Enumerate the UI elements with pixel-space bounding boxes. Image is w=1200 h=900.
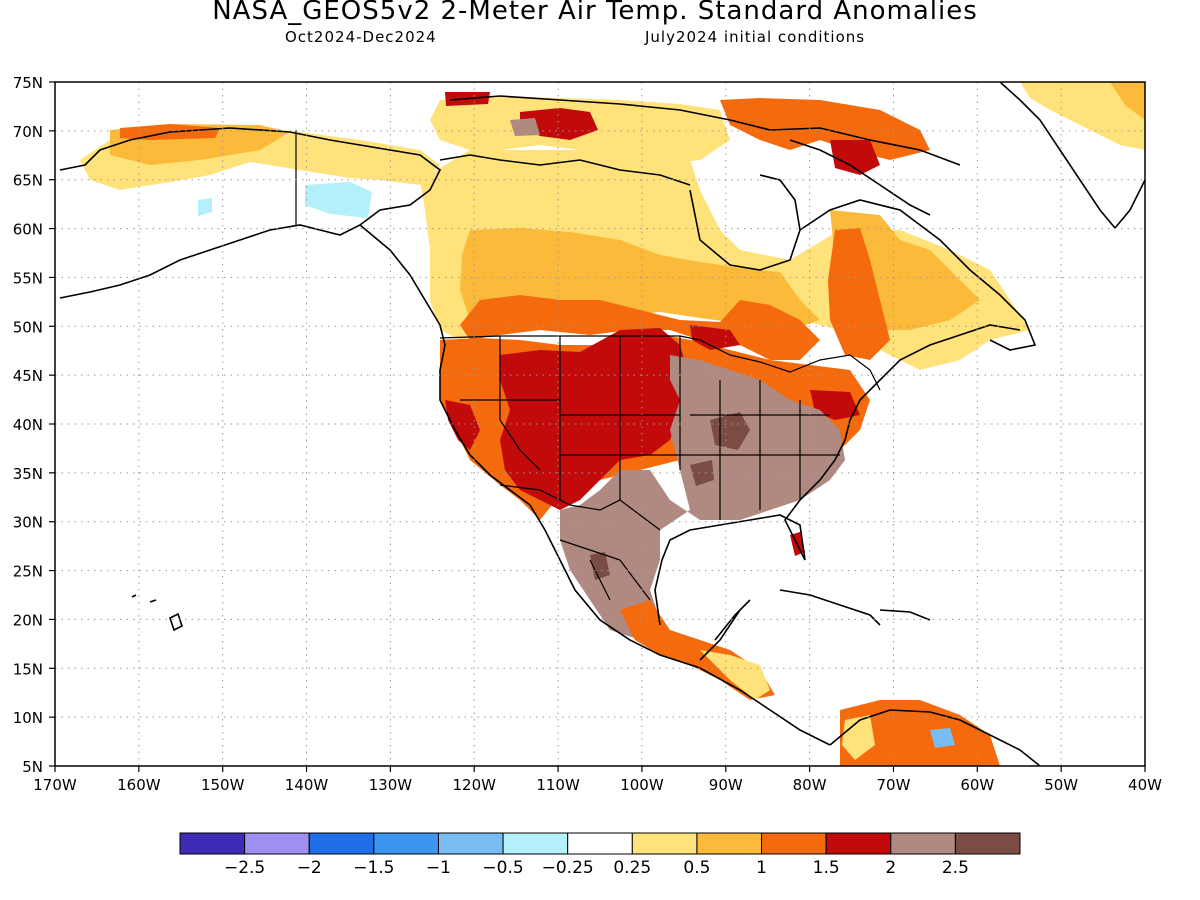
lon-label: 50W	[1044, 776, 1078, 794]
labrador-coastline	[799, 199, 1037, 351]
colorbar-label: 2	[885, 858, 896, 878]
lat-label: 30N	[13, 514, 43, 532]
anomaly-region-arctic-islands-deepred	[520, 108, 598, 140]
lat-label: 60N	[13, 221, 43, 239]
anomaly-region-northern-sa-orange	[840, 700, 1000, 766]
anomaly-region-northern-sa-yellow	[842, 715, 875, 760]
baffin-island-outline	[789, 139, 931, 216]
lon-label: 140W	[285, 776, 329, 794]
south-america-coast	[829, 709, 1041, 766]
hispaniola-outline	[879, 609, 931, 621]
lon-label: 90W	[709, 776, 743, 794]
lat-label: 45N	[13, 367, 43, 385]
political-boundaries	[295, 130, 881, 601]
colorbar-swatch	[890, 832, 956, 855]
colorbar-label: −1.5	[353, 858, 394, 878]
lon-label: 100W	[620, 776, 664, 794]
colorbar-swatch	[567, 832, 633, 855]
anomaly-region-alaska-cool	[305, 182, 372, 218]
anomaly-region-arctic-islands-brown	[510, 118, 540, 136]
us-state-lines	[460, 336, 840, 520]
anomaly-region-rockies-deepred	[500, 328, 690, 510]
colorbar-swatch	[825, 832, 892, 855]
anomaly-region-northern-sa-cool	[930, 728, 955, 748]
lat-label: 55N	[13, 269, 43, 287]
lat-label: 75N	[13, 74, 43, 92]
anomaly-region-mexico-darkbrown	[590, 552, 610, 580]
lat-label: 35N	[13, 465, 43, 483]
greenland-coastline	[999, 82, 1145, 230]
lon-label: 130W	[369, 776, 413, 794]
anomaly-region-baffin-deepred	[830, 140, 880, 175]
lon-label: 150W	[201, 776, 245, 794]
colorbar-swatch	[502, 832, 569, 855]
lat-label: 50N	[13, 318, 43, 336]
colorbar-swatch	[437, 832, 504, 855]
anomaly-region-greatlakes-deepred	[690, 325, 740, 350]
colorbar-label: 2.5	[942, 858, 969, 878]
anomaly-region-california-deepred	[445, 400, 480, 450]
lon-label: 160W	[117, 776, 161, 794]
forecast-period: Oct2024-Dec2024	[285, 28, 437, 46]
coastlines	[59, 82, 1145, 766]
anomaly-region-quebec-red	[828, 228, 890, 360]
colorbar-swatch	[179, 832, 246, 855]
map-layers	[59, 82, 1145, 766]
lat-label: 65N	[13, 172, 43, 190]
cuba-outline	[779, 589, 881, 626]
arctic-islands-outline	[449, 95, 961, 166]
hudson-bay-coastline	[689, 174, 801, 271]
lon-axis: 170W 160W 150W 140W 130W 120W 110W 100W 90W 80W 70…	[33, 766, 1162, 794]
colorbar-swatch	[631, 832, 698, 855]
colorbar-swatch	[244, 832, 310, 855]
lat-label: 15N	[13, 660, 43, 678]
lat-label: 70N	[13, 123, 43, 141]
colorbar-label: 0.25	[613, 858, 651, 878]
gulf-coastline	[654, 324, 1021, 626]
initial-conditions: July2024 initial conditions	[645, 28, 866, 46]
lon-label: 70W	[877, 776, 911, 794]
anomaly-region-greenland-orange	[1110, 82, 1145, 120]
anomaly-region-alaska-cool-small	[198, 198, 212, 216]
colorbar-label: −1	[426, 858, 451, 878]
map-title: NASA_GEOS5v2 2-Meter Air Temp. Standard …	[212, 0, 978, 26]
lat-label: 10N	[13, 709, 43, 727]
lon-label: 40W	[1128, 776, 1162, 794]
mexico-state-lines	[559, 539, 651, 601]
colorbar-label: −0.25	[542, 858, 594, 878]
lon-label: 110W	[536, 776, 580, 794]
colorbar-swatch	[761, 832, 827, 855]
colorbar: −2.5 −2 −1.5 −1 −0.5 −0.25 0.25 0.5 1 1.5 2 2.5	[179, 832, 1021, 878]
colorbar-label: 0.5	[683, 858, 710, 878]
anomaly-shading	[80, 82, 1145, 766]
anomaly-region-greenland	[1020, 82, 1145, 150]
lon-label: 60W	[960, 776, 994, 794]
pacific-coastline	[359, 224, 831, 746]
colorbar-label: −0.5	[482, 858, 523, 878]
lon-label: 120W	[452, 776, 496, 794]
lat-label: 40N	[13, 416, 43, 434]
colorbar-swatch	[696, 832, 763, 855]
lat-label: 5N	[22, 758, 43, 776]
colorbar-swatch	[954, 832, 1021, 855]
colorbar-swatch	[373, 832, 439, 855]
colorbar-label: 1.5	[813, 858, 840, 878]
anomaly-region-central-america-yellow	[700, 650, 770, 700]
arctic-coastline	[439, 154, 691, 186]
colorbar-label: −2.5	[224, 858, 265, 878]
lon-label: 170W	[33, 776, 77, 794]
colorbar-label: −2	[297, 858, 322, 878]
anomaly-region-texas-darkbrown	[690, 460, 714, 486]
alaska-coastline	[59, 127, 442, 299]
lat-label: 20N	[13, 611, 43, 629]
hawaii-islands	[131, 594, 183, 632]
anomaly-region-central-us-brown	[560, 355, 845, 640]
colorbar-label: 1	[756, 858, 767, 878]
lat-label: 25N	[13, 563, 43, 581]
lat-axis: 75N 70N 65N 60N 55N 50N 45N 40N 35N 30N 25N 20N 15N 1…	[13, 74, 55, 776]
colorbar-swatch	[308, 832, 375, 855]
us-mexico-border	[499, 484, 661, 531]
lon-label: 80W	[793, 776, 827, 794]
